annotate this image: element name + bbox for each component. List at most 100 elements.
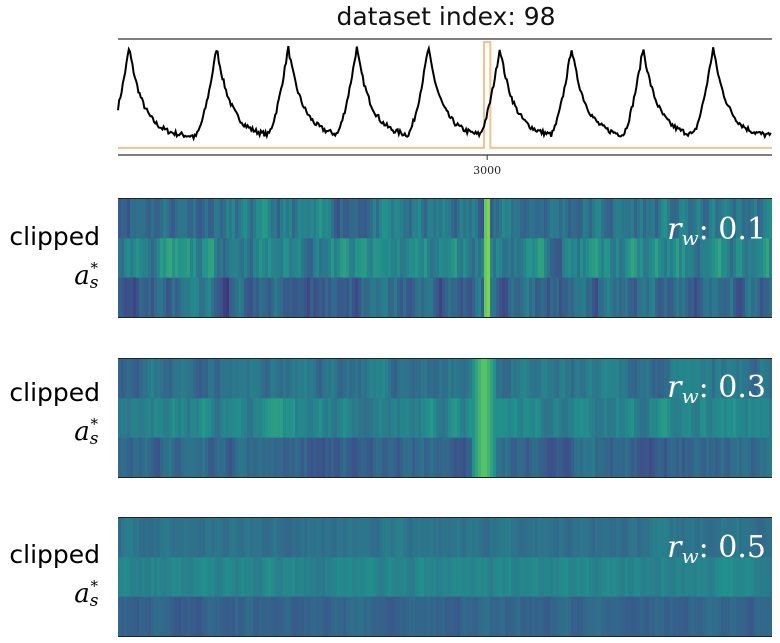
heatmap-cell — [616, 596, 620, 636]
heatmap-cell — [364, 359, 368, 399]
heatmap-cell — [604, 359, 608, 399]
heatmap-cell — [649, 596, 653, 636]
heatmap-cell — [688, 359, 692, 399]
heatmap-cell — [661, 398, 665, 439]
heatmap-cell — [460, 557, 464, 598]
heatmap-cell — [145, 596, 149, 636]
heatmap-cell — [673, 518, 677, 558]
heatmap-cell — [385, 596, 389, 636]
heatmap-cell — [346, 557, 350, 598]
heatmap-cell — [724, 557, 728, 598]
heatmap-cell — [175, 398, 179, 439]
heatmap-cell — [643, 398, 647, 439]
heatmap-cell — [292, 359, 296, 399]
heatmap-cell — [700, 437, 704, 477]
heatmap-cell — [457, 437, 461, 477]
heatmap-cell — [751, 359, 755, 399]
heatmap-cell — [571, 596, 575, 636]
heatmap-cell — [661, 359, 665, 399]
heatmap-cell — [337, 359, 341, 399]
heatmap-cell — [586, 557, 590, 598]
heatmap-cell — [274, 359, 278, 399]
heatmap-cell — [259, 199, 263, 239]
heatmap-cell — [439, 199, 443, 239]
heatmap-cell — [727, 359, 731, 399]
heatmap-cell — [226, 557, 230, 598]
heatmap-cell — [730, 437, 734, 477]
heatmap-cell — [319, 277, 323, 317]
heatmap-cell — [268, 437, 272, 477]
chart-title: dataset index: 98 — [336, 2, 556, 31]
heatmap-cell — [283, 518, 287, 558]
heatmap-cell — [745, 277, 749, 317]
heatmap-cell — [253, 359, 257, 399]
heatmap-cell — [601, 437, 605, 477]
heatmap-cell — [556, 398, 560, 439]
heatmap-cell — [148, 557, 152, 598]
heatmap-cell — [184, 557, 188, 598]
heatmap-cell — [280, 557, 284, 598]
heatmap-cell — [664, 518, 668, 558]
heatmap-cell — [133, 557, 137, 598]
rw-label-panel-1: rw: 0.1 — [667, 212, 766, 250]
heatmap-cell — [517, 596, 521, 636]
heatmap-cell — [583, 238, 587, 279]
heatmap-cell — [544, 398, 548, 439]
heatmap-cell — [751, 398, 755, 439]
heatmap-cell — [337, 277, 341, 317]
heatmap-cell — [259, 238, 263, 279]
heatmap-cell — [520, 277, 524, 317]
heatmap-cell — [733, 359, 737, 399]
heatmap-cell — [490, 277, 494, 317]
heatmap-cell — [580, 277, 584, 317]
heatmap-cell — [349, 596, 353, 636]
heatmap-cell — [346, 359, 350, 399]
heatmap-cell — [742, 238, 746, 279]
heatmap-cell — [370, 596, 374, 636]
heatmap-cell — [313, 277, 317, 317]
heatmap-cell — [736, 557, 740, 598]
heatmap-cell — [244, 398, 248, 439]
heatmap-cell — [496, 277, 500, 317]
heatmap-cell — [301, 359, 305, 399]
heatmap-cell — [460, 359, 464, 399]
heatmap-cell — [487, 557, 491, 598]
heatmap-cell — [184, 437, 188, 477]
heatmap-cell — [199, 596, 203, 636]
heatmap-cell — [394, 238, 398, 279]
heatmap-cell — [490, 437, 494, 477]
heatmap-cell — [478, 557, 482, 598]
heatmap-cell — [553, 518, 557, 558]
heatmap-cell — [700, 518, 704, 558]
heatmap-cell — [268, 398, 272, 439]
heatmap-cell — [517, 398, 521, 439]
heatmap-cell — [214, 199, 218, 239]
heatmap-cell — [541, 359, 545, 399]
heatmap-cell — [685, 437, 689, 477]
heatmap-cell — [337, 596, 341, 636]
heatmap-cell — [637, 199, 641, 239]
heatmap-cell — [727, 199, 731, 239]
heatmap-cell — [715, 398, 719, 439]
heatmap-cell — [169, 359, 173, 399]
heatmap-cell — [391, 398, 395, 439]
heatmap-cell — [322, 398, 326, 439]
heatmap-cell — [145, 518, 149, 558]
heatmap-cell — [493, 359, 497, 399]
heatmap-cell — [424, 557, 428, 598]
heatmap-cell — [214, 398, 218, 439]
heatmap-cell — [391, 199, 395, 239]
heatmap-cell — [325, 277, 329, 317]
heatmap-cell — [238, 518, 242, 558]
heatmap-cell — [667, 359, 671, 399]
heatmap-cell — [253, 518, 257, 558]
heatmap-cell — [517, 518, 521, 558]
heatmap-cell — [163, 518, 167, 558]
heatmap-cell — [139, 557, 143, 598]
heatmap-cell — [262, 596, 266, 636]
heatmap-cell — [121, 238, 125, 279]
heatmap-cell — [532, 359, 536, 399]
heatmap-cell — [166, 359, 170, 399]
heatmap-cell — [733, 199, 737, 239]
heatmap-cell — [391, 518, 395, 558]
